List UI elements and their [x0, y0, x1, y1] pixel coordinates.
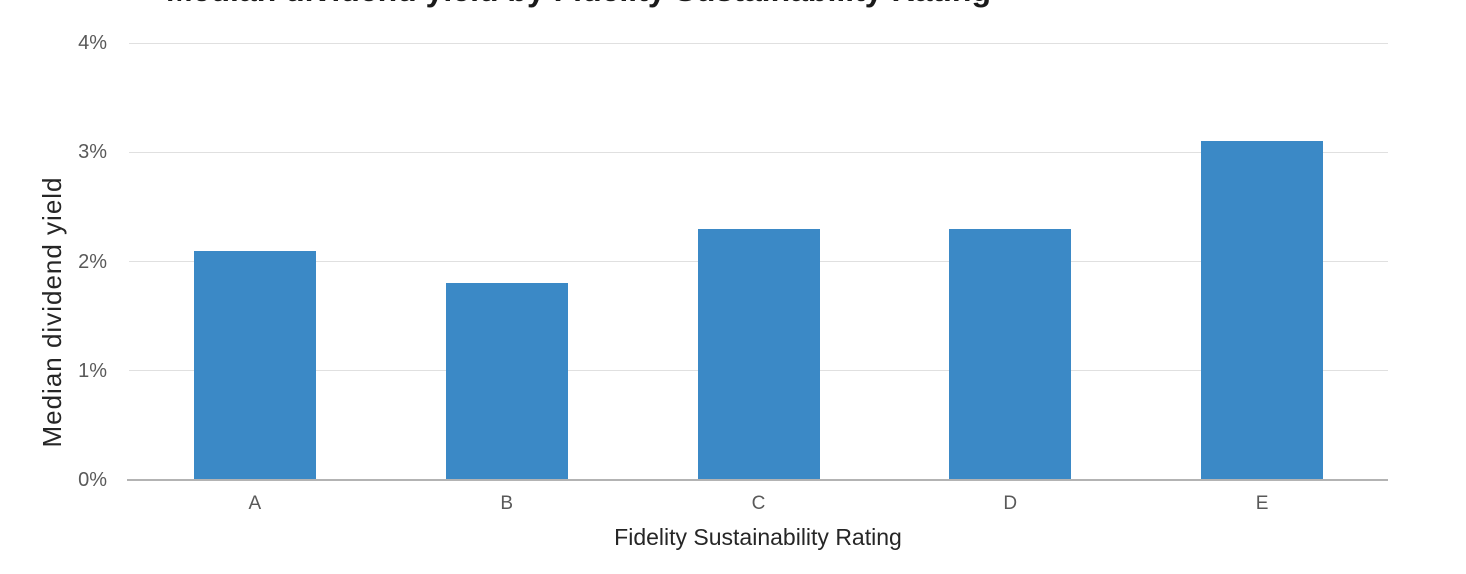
- x-category-label-E: E: [1255, 493, 1269, 514]
- bar-D: [949, 228, 1072, 480]
- x-category-label-C: C: [751, 493, 766, 514]
- x-category-label-A: A: [248, 493, 262, 514]
- gridline-4%: [129, 42, 1388, 44]
- x-axis-line: [127, 479, 1388, 481]
- y-tick-label-2%: 2%: [78, 250, 107, 273]
- chart-title-clipped: Median dividend yield by Fidelity Sustai…: [166, 0, 991, 6]
- y-tick-label-0%: 0%: [78, 469, 107, 491]
- x-axis-title: Fidelity Sustainability Rating: [614, 524, 902, 550]
- bar-C: [697, 228, 820, 480]
- bar-B: [445, 283, 568, 480]
- x-category-label-D: D: [1003, 493, 1018, 514]
- x-category-label-B: B: [500, 493, 514, 514]
- y-axis-title: Median dividend yield: [37, 176, 67, 448]
- y-tick-label-1%: 1%: [78, 359, 107, 382]
- gridline-3%: [129, 151, 1388, 153]
- bar-E: [1201, 141, 1324, 480]
- y-tick-label-3%: 3%: [78, 141, 107, 164]
- y-tick-label-4%: 4%: [78, 32, 107, 54]
- bar-A: [193, 250, 316, 480]
